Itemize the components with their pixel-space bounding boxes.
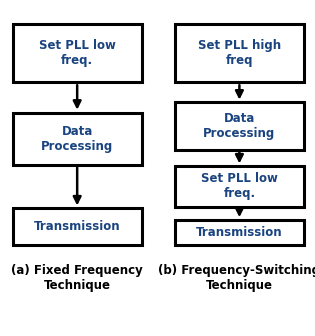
Text: Set PLL low
freq.: Set PLL low freq. [39,39,116,67]
Text: Transmission: Transmission [196,226,283,239]
Bar [13,24,142,82]
Bar [175,220,304,245]
Text: Set PLL low
freq.: Set PLL low freq. [201,172,278,201]
Bar [13,113,142,165]
Text: Transmission: Transmission [34,220,120,233]
Text: Data
Processing: Data Processing [41,125,113,153]
Text: Set PLL high
freq: Set PLL high freq [198,39,281,67]
Bar [175,166,304,207]
Bar [13,208,142,245]
Text: (b) Frequency-Switching
Technique: (b) Frequency-Switching Technique [158,264,315,292]
Text: Data
Processing: Data Processing [203,112,276,140]
Bar [175,102,304,150]
Text: (a) Fixed Frequency
Technique: (a) Fixed Frequency Technique [11,264,143,292]
Bar [175,24,304,82]
